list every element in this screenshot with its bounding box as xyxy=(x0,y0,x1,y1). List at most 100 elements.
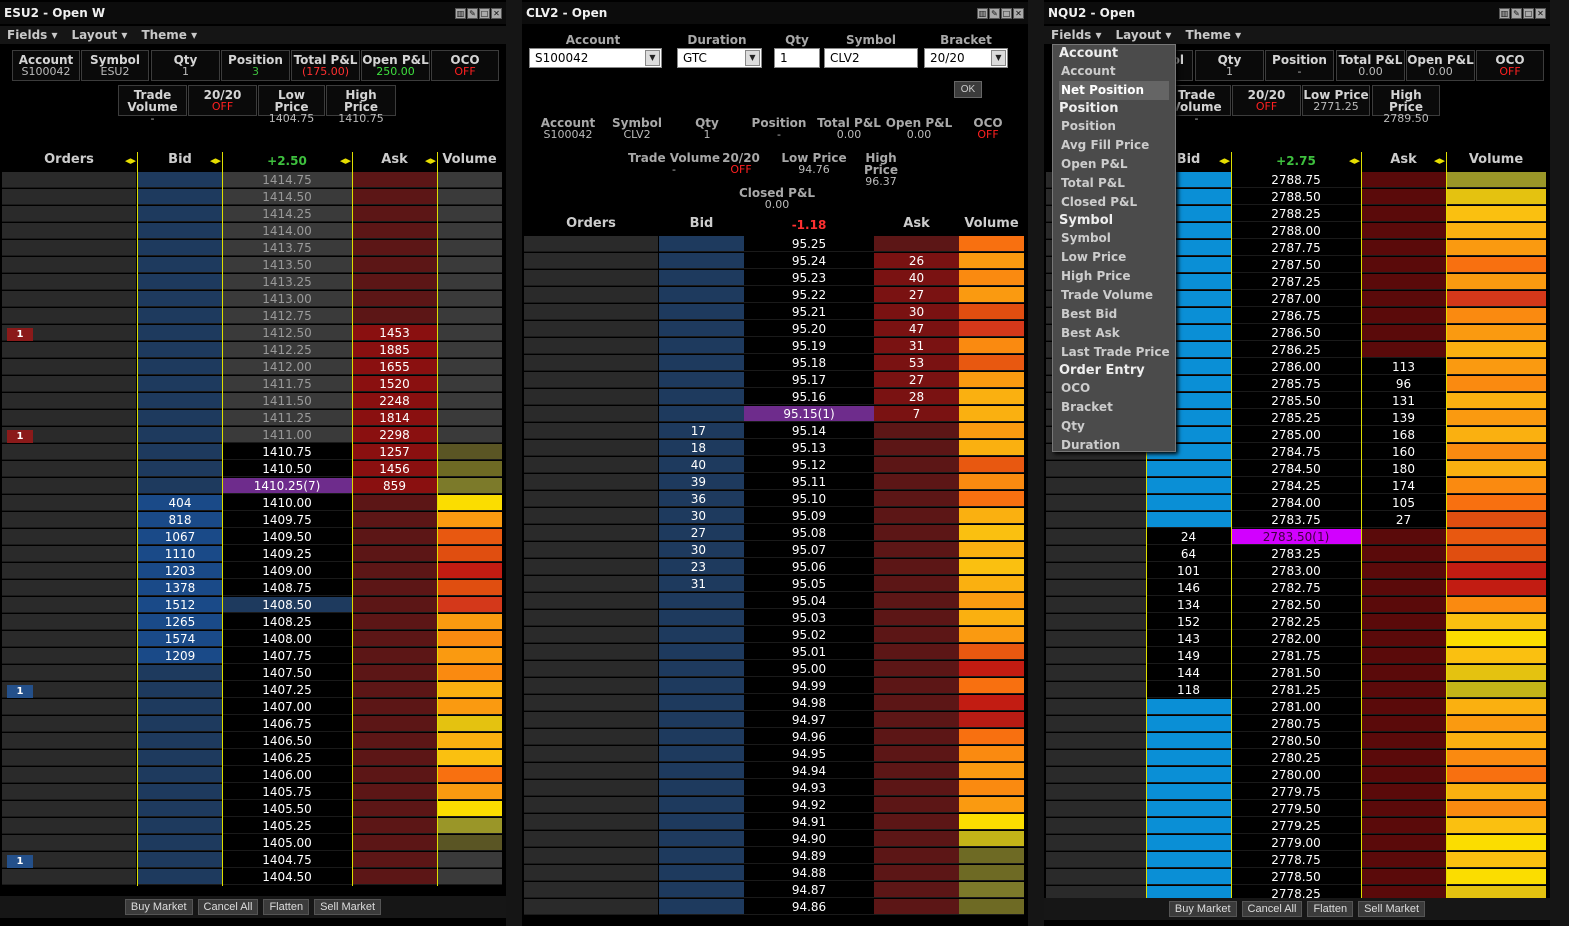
ask-cell[interactable] xyxy=(1361,631,1446,647)
column-resize-arrows-icon[interactable]: ◂▸ xyxy=(340,154,352,167)
ask-cell[interactable]: 1885 xyxy=(352,342,437,358)
bid-cell[interactable]: 134 xyxy=(1146,597,1231,613)
bid-cell[interactable] xyxy=(138,206,222,222)
bid-cell[interactable] xyxy=(659,746,744,762)
orders-cell[interactable] xyxy=(2,665,136,681)
bid-cell[interactable] xyxy=(659,304,744,320)
table-row[interactable]: 2780.25 xyxy=(1044,750,1550,767)
bid-header[interactable]: Bid xyxy=(168,152,192,167)
table-row[interactable]: 95.17 27 xyxy=(522,372,1028,389)
menu-item-net-position[interactable]: Net Position xyxy=(1059,81,1169,100)
table-row[interactable]: 18 95.13 xyxy=(522,440,1028,457)
bid-cell[interactable] xyxy=(138,274,222,290)
ask-cell[interactable]: 113 xyxy=(1361,359,1446,375)
column-resize-arrows-icon[interactable]: ◂▸ xyxy=(1434,154,1446,167)
price-cell[interactable]: 2780.00 xyxy=(1231,767,1361,783)
ask-cell[interactable] xyxy=(1361,801,1446,817)
working-order-badge[interactable]: 1 xyxy=(7,328,33,341)
orders-cell[interactable] xyxy=(524,559,658,575)
theme-menu[interactable]: Theme ▾ xyxy=(141,28,198,42)
price-cell[interactable]: 2785.75 xyxy=(1231,376,1361,392)
bid-cell[interactable]: 23 xyxy=(659,559,744,575)
menu-item-best-ask[interactable]: Best Ask xyxy=(1061,326,1120,340)
table-row[interactable]: 2783.75 27 xyxy=(1044,512,1550,529)
ask-cell[interactable]: 139 xyxy=(1361,410,1446,426)
price-cell[interactable]: 2785.50 xyxy=(1231,393,1361,409)
menu-item-best-bid[interactable]: Best Bid xyxy=(1061,307,1118,321)
price-cell[interactable]: 2784.50 xyxy=(1231,461,1361,477)
ask-cell[interactable] xyxy=(352,223,437,239)
ask-cell[interactable] xyxy=(874,848,959,864)
bid-cell[interactable] xyxy=(1146,869,1231,885)
ask-cell[interactable] xyxy=(352,495,437,511)
orders-cell[interactable] xyxy=(2,308,136,324)
orders-cell[interactable] xyxy=(2,240,136,256)
symbol-input[interactable]: CLV2 xyxy=(824,48,918,68)
orders-cell[interactable] xyxy=(2,699,136,715)
price-cell[interactable]: 2781.50 xyxy=(1231,665,1361,681)
table-row[interactable]: 94.94 xyxy=(522,763,1028,780)
table-row[interactable]: 1413.75 xyxy=(0,240,506,257)
table-row[interactable]: 95.18 53 xyxy=(522,355,1028,372)
price-cell[interactable]: 1411.25 xyxy=(222,410,352,426)
bid-cell[interactable] xyxy=(138,444,222,460)
table-row[interactable]: 1512 1408.50 xyxy=(0,597,506,614)
bid-cell[interactable] xyxy=(138,342,222,358)
bid-cell[interactable]: 64 xyxy=(1146,546,1231,562)
bid-cell[interactable] xyxy=(138,478,222,494)
ask-cell[interactable]: 174 xyxy=(1361,478,1446,494)
table-row[interactable]: 95.24 26 xyxy=(522,253,1028,270)
price-cell[interactable]: 95.20 xyxy=(744,321,874,337)
link-icon[interactable]: ▥ xyxy=(455,8,466,19)
ask-cell[interactable] xyxy=(352,767,437,783)
orders-cell[interactable] xyxy=(524,627,658,643)
bid-cell[interactable] xyxy=(659,899,744,915)
table-row[interactable]: 2778.50 xyxy=(1044,869,1550,886)
table-row[interactable]: 31 95.05 xyxy=(522,576,1028,593)
orders-cell[interactable] xyxy=(2,597,136,613)
bid-cell[interactable]: 1209 xyxy=(138,648,222,664)
ask-cell[interactable] xyxy=(874,423,959,439)
price-cell[interactable]: 1407.25 xyxy=(222,682,352,698)
bracket-select[interactable]: 20/20 ▼ xyxy=(924,48,1008,68)
bid-cell[interactable] xyxy=(138,682,222,698)
ask-cell[interactable] xyxy=(874,661,959,677)
table-row[interactable]: 2780.50 xyxy=(1044,733,1550,750)
orders-cell[interactable] xyxy=(2,410,136,426)
orders-cell[interactable] xyxy=(2,750,136,766)
price-cell[interactable]: 2788.00 xyxy=(1231,223,1361,239)
price-cell[interactable]: 2784.75 xyxy=(1231,444,1361,460)
ask-cell[interactable] xyxy=(352,614,437,630)
orders-cell[interactable] xyxy=(2,784,136,800)
ask-cell[interactable]: 27 xyxy=(874,372,959,388)
table-row[interactable]: 1406.50 xyxy=(0,733,506,750)
price-cell[interactable]: 94.97 xyxy=(744,712,874,728)
table-row[interactable]: 2780.75 xyxy=(1044,716,1550,733)
ask-cell[interactable] xyxy=(874,763,959,779)
ask-cell[interactable] xyxy=(874,627,959,643)
ask-cell[interactable] xyxy=(352,529,437,545)
price-cell[interactable]: 95.10 xyxy=(744,491,874,507)
orders-cell[interactable] xyxy=(524,695,658,711)
bid-cell[interactable] xyxy=(1146,512,1231,528)
price-cell[interactable]: 94.96 xyxy=(744,729,874,745)
price-cell[interactable]: 1414.25 xyxy=(222,206,352,222)
ask-cell[interactable] xyxy=(352,206,437,222)
table-row[interactable]: 1413.00 xyxy=(0,291,506,308)
price-cell[interactable]: 94.90 xyxy=(744,831,874,847)
ask-cell[interactable] xyxy=(874,610,959,626)
ask-cell[interactable] xyxy=(1361,699,1446,715)
bid-cell[interactable]: 144 xyxy=(1146,665,1231,681)
ask-cell[interactable] xyxy=(352,682,437,698)
bid-cell[interactable] xyxy=(659,848,744,864)
bid-cell[interactable] xyxy=(659,287,744,303)
orders-cell[interactable] xyxy=(1046,648,1146,664)
table-row[interactable]: 144 2781.50 xyxy=(1044,665,1550,682)
orders-cell[interactable] xyxy=(1046,512,1146,528)
price-cell[interactable]: 1413.25 xyxy=(222,274,352,290)
ask-cell[interactable] xyxy=(352,240,437,256)
price-cell[interactable]: 1409.50 xyxy=(222,529,352,545)
menu-item-oco[interactable]: OCO xyxy=(1061,381,1091,395)
bid-cell[interactable] xyxy=(138,818,222,834)
ask-cell[interactable] xyxy=(1361,206,1446,222)
